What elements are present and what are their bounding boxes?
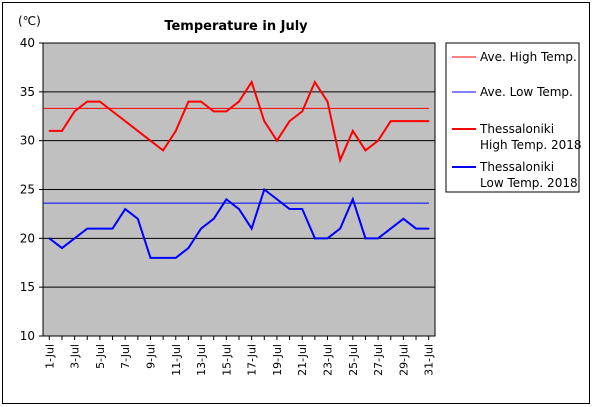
y-tick-label: 10 [20, 329, 35, 343]
low-temp-point [415, 227, 417, 230]
low-temp-point [326, 237, 329, 240]
high-temp-point [212, 110, 215, 113]
low-temp-point [276, 198, 278, 201]
high-temp-point [377, 139, 379, 142]
low-temp-point [402, 218, 405, 220]
high-temp-point [402, 120, 405, 122]
low-temp-point [238, 208, 240, 210]
high-temp-point [339, 159, 341, 161]
x-tick-label: 19-Jul [271, 344, 284, 376]
y-tick-label: 15 [20, 280, 35, 294]
high-temp-point [288, 120, 291, 122]
low-temp-point [48, 237, 51, 240]
high-temp-point [99, 100, 101, 103]
y-axis: 10 15 20 25 30 35 40 [20, 36, 43, 343]
low-temp-point [314, 237, 316, 240]
high-temp-point [225, 110, 228, 113]
high-temp-point [415, 120, 417, 122]
y-tick-label: 35 [20, 85, 35, 99]
low-temp-point [162, 257, 164, 259]
x-tick-label: 31-Jul [423, 344, 436, 376]
low-temp-point [225, 198, 228, 201]
x-tick-label: 17-Jul [246, 344, 259, 376]
high-temp-point [301, 110, 304, 113]
legend-label: Thessaloniki [479, 122, 554, 136]
low-temp-point [174, 257, 177, 259]
low-temp-point [86, 227, 89, 230]
low-temp-point [263, 188, 266, 191]
high-temp-point [352, 130, 354, 132]
high-temp-point [174, 130, 177, 132]
high-temp-point [364, 149, 367, 152]
legend-label: Thessaloniki [479, 160, 554, 174]
high-temp-point [111, 110, 114, 113]
legend: Ave. High Temp. Ave. Low Temp. Thessalonik… [452, 50, 582, 190]
low-temp-point [73, 237, 76, 240]
low-temp-point [250, 227, 253, 230]
low-temp-point [200, 227, 202, 230]
low-temp-point [187, 247, 190, 249]
high-temp-point [86, 100, 89, 103]
high-temp-point [187, 100, 190, 103]
legend-label: Ave. Low Temp. [480, 85, 573, 99]
x-tick-label: 25-Jul [347, 344, 360, 376]
y-tick-label: 25 [20, 183, 35, 197]
low-temp-point [427, 227, 430, 230]
low-temp-point [377, 237, 379, 240]
high-temp-point [238, 100, 240, 103]
high-temp-point [276, 139, 278, 142]
high-temp-point [314, 81, 316, 83]
high-temp-point [200, 100, 202, 103]
low-temp-point [288, 208, 291, 210]
high-temp-point [263, 120, 266, 122]
x-tick-label: 9-Jul [144, 344, 157, 369]
x-tick-label: 5-Jul [94, 344, 107, 369]
x-tick-label: 23-Jul [322, 344, 335, 376]
high-temp-point [250, 81, 253, 83]
high-temp-point [162, 149, 164, 152]
low-temp-point [301, 208, 304, 210]
low-temp-point [339, 227, 341, 230]
low-temp-point [137, 218, 139, 220]
gridlines [43, 91, 435, 288]
high-temp-point [61, 130, 63, 132]
legend-label: Low Temp. 2018 [480, 176, 578, 190]
low-temp-point [364, 237, 367, 240]
y-tick-label: 40 [20, 36, 35, 50]
y-tick-label: 30 [20, 134, 35, 148]
x-axis: 1-Jul 3-Jul 5-Jul 7-Jul 9-Jul 11-Jul 13-Jul 15-… [43, 336, 436, 376]
y-tick-label: 20 [20, 231, 35, 245]
high-temp-point [326, 100, 329, 103]
low-temp-point [111, 227, 114, 230]
series-lines [48, 79, 430, 259]
low-temp-point [124, 208, 126, 210]
low-temp-point [99, 227, 101, 230]
x-tick-label: 13-Jul [195, 344, 208, 376]
high-temp-point [124, 120, 126, 122]
x-tick-label: 1-Jul [43, 344, 56, 369]
low-temp-point [61, 247, 63, 249]
unit-label: (℃) [18, 14, 41, 28]
high-temp-point [73, 110, 76, 113]
x-tick-label: 7-Jul [119, 344, 132, 369]
x-tick-label: 29-Jul [397, 344, 410, 376]
legend-label: High Temp. 2018 [480, 138, 582, 152]
high-temp-point [427, 120, 430, 122]
legend-label: Ave. High Temp. [480, 50, 577, 64]
x-tick-label: 21-Jul [296, 344, 309, 376]
x-tick-label: 15-Jul [220, 344, 233, 376]
high-temp-point [149, 139, 152, 142]
low-temp-point [149, 257, 152, 259]
low-temp-point [352, 198, 354, 201]
chart-title: Temperature in July [164, 19, 308, 34]
low-temp-point [389, 227, 392, 230]
x-tick-label: 27-Jul [372, 344, 385, 376]
high-temp-point [137, 130, 139, 132]
x-tick-label: 3-Jul [69, 344, 82, 369]
low-temp-point [212, 218, 215, 220]
high-temp-point [48, 130, 51, 132]
x-tick-label: 11-Jul [170, 344, 183, 376]
high-temp-point [389, 120, 392, 122]
